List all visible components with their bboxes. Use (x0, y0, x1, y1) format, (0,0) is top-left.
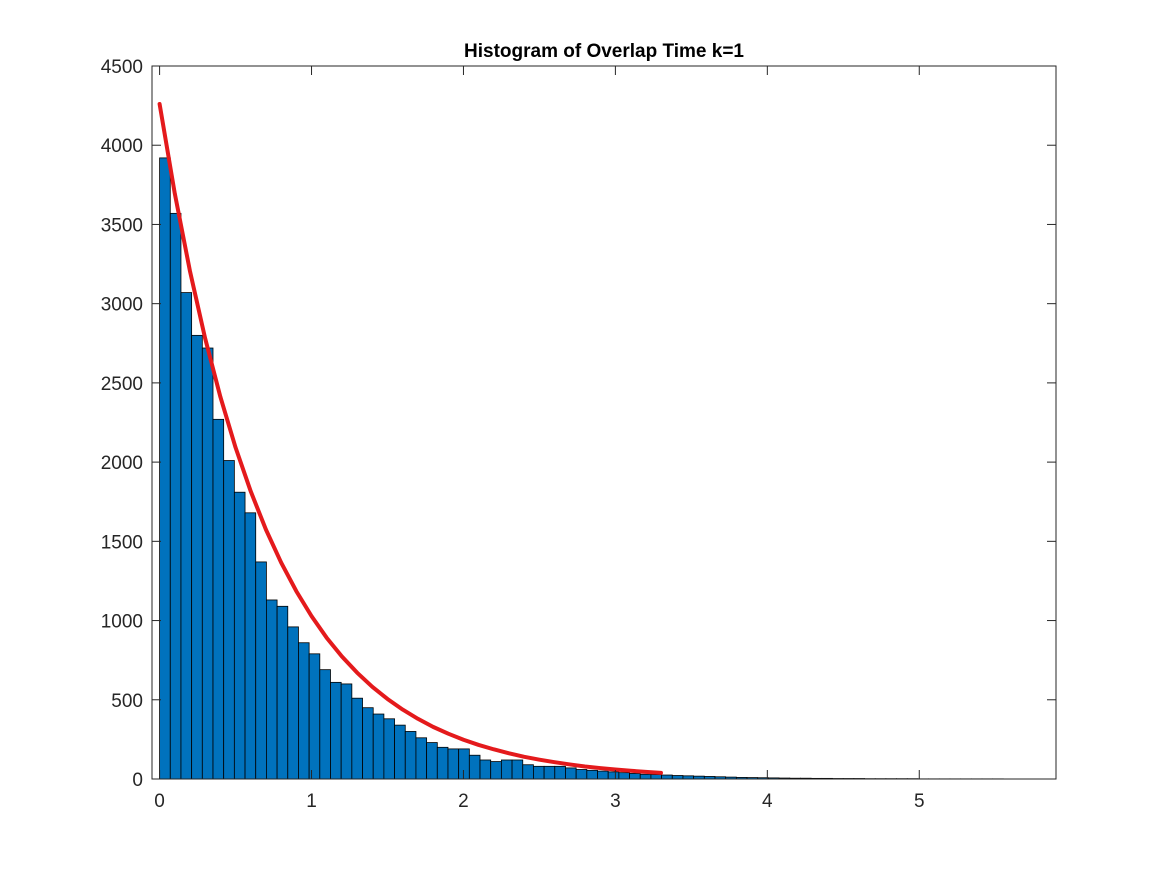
y-tick-label: 2500 (101, 374, 143, 395)
histogram-bar (234, 492, 245, 779)
histogram-bar (160, 158, 171, 779)
histogram-bar (416, 738, 427, 779)
histogram-bar (320, 670, 331, 779)
histogram-bar (459, 749, 470, 779)
y-tick-label: 2000 (101, 453, 143, 474)
histogram-bar (170, 213, 181, 779)
histogram-bar (619, 773, 630, 779)
histogram-bar (395, 725, 406, 779)
histogram-bar (672, 776, 683, 779)
histogram-bar (256, 562, 267, 779)
histogram-bar (630, 773, 641, 779)
histogram-bar (330, 682, 341, 779)
histogram-bars (160, 158, 1004, 779)
y-tick-label: 3500 (101, 215, 143, 236)
y-tick-label: 500 (111, 691, 143, 712)
x-tick-label: 4 (762, 791, 773, 812)
histogram-bar (491, 762, 502, 779)
histogram-bar (181, 293, 192, 779)
histogram-bar (277, 606, 288, 779)
histogram-bar (245, 513, 256, 779)
histogram-bar (640, 774, 651, 779)
histogram-bar (544, 766, 555, 779)
x-tick-label: 5 (914, 791, 925, 812)
x-tick-label: 2 (458, 791, 469, 812)
histogram-bar (373, 714, 384, 779)
histogram-bar (437, 747, 448, 779)
histogram-bar (512, 760, 523, 779)
x-tick-label: 0 (154, 791, 165, 812)
y-tick-label: 4000 (101, 136, 143, 157)
histogram-bar (309, 654, 320, 779)
histogram-bar (448, 749, 459, 779)
histogram-bar (213, 419, 224, 779)
y-tick-label: 0 (132, 770, 143, 791)
histogram-bar (501, 760, 512, 779)
histogram-bar (576, 769, 587, 779)
y-tick-label: 1000 (101, 612, 143, 633)
histogram-bar (662, 775, 673, 779)
histogram-bar (608, 772, 619, 779)
histogram-bar (192, 335, 203, 779)
histogram-bar (363, 708, 374, 779)
histogram-bar (587, 770, 598, 779)
x-tick-label: 1 (306, 791, 317, 812)
histogram-bar (651, 775, 662, 779)
histogram-bar (405, 731, 416, 779)
histogram-bar (298, 643, 309, 779)
histogram-bar (565, 768, 576, 779)
histogram-bar (266, 600, 277, 779)
y-tick-label: 1500 (101, 532, 143, 553)
histogram-bar (480, 760, 491, 779)
histogram-bar (555, 766, 566, 779)
histogram-bar (341, 684, 352, 779)
y-tick-label: 4500 (101, 57, 143, 78)
x-tick-label: 3 (610, 791, 621, 812)
histogram-bar (427, 743, 438, 779)
histogram-bar (598, 771, 609, 779)
histogram-bar (224, 461, 235, 779)
y-tick-label: 3000 (101, 295, 143, 316)
histogram-bar (469, 755, 480, 779)
histogram-bar (352, 698, 363, 779)
histogram-bar (288, 627, 299, 779)
chart-title: Histogram of Overlap Time k=1 (464, 41, 744, 62)
histogram-bar (533, 766, 544, 779)
histogram-bar (202, 348, 213, 779)
histogram-bar (384, 719, 395, 779)
histogram-bar (523, 765, 534, 779)
